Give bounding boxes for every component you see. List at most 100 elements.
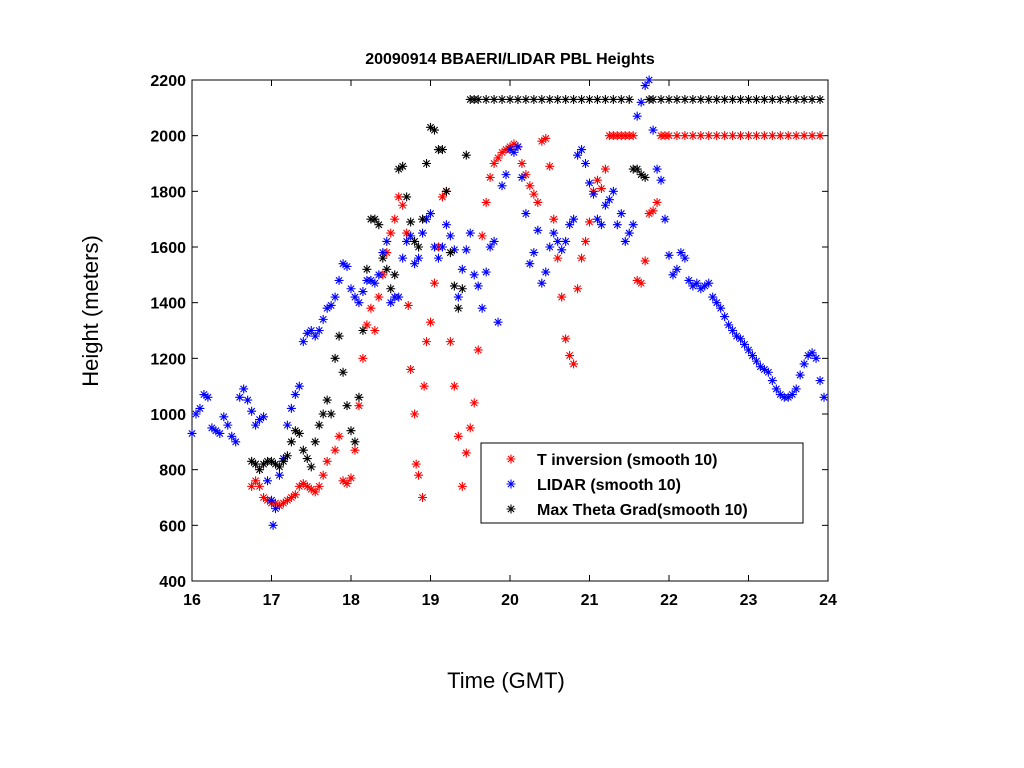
data-point xyxy=(274,462,284,472)
data-point xyxy=(310,437,320,447)
data-point xyxy=(370,214,380,224)
data-point xyxy=(334,331,344,341)
data-point xyxy=(477,231,487,241)
data-point xyxy=(402,192,412,202)
data-point xyxy=(581,159,591,168)
data-point xyxy=(549,228,559,238)
data-point xyxy=(394,292,404,302)
data-point xyxy=(481,267,491,277)
data-point xyxy=(588,189,598,199)
data-point xyxy=(422,337,432,347)
data-point xyxy=(354,401,364,411)
data-point xyxy=(366,303,376,313)
data-point xyxy=(517,172,527,182)
data-point xyxy=(354,392,364,402)
y-tick-label: 2000 xyxy=(150,129,186,146)
data-point xyxy=(541,267,551,277)
y-axis-label: Height (meters) xyxy=(78,235,103,387)
data-point xyxy=(294,381,304,391)
data-point xyxy=(628,220,638,230)
x-tick-label: 18 xyxy=(342,592,360,609)
data-point xyxy=(414,253,424,263)
data-point xyxy=(684,275,694,285)
data-point xyxy=(465,228,475,238)
data-point xyxy=(712,94,722,104)
data-point xyxy=(259,412,269,422)
data-point xyxy=(274,470,284,480)
data-point xyxy=(302,328,312,338)
data-point xyxy=(477,303,487,313)
data-point xyxy=(290,426,300,436)
data-point xyxy=(211,426,221,436)
data-point xyxy=(298,479,308,489)
data-point xyxy=(704,131,714,141)
data-point xyxy=(799,359,809,369)
data-point xyxy=(268,520,278,530)
data-point xyxy=(592,175,602,185)
data-point xyxy=(259,459,269,469)
data-point xyxy=(346,426,356,436)
data-point xyxy=(672,264,682,274)
data-point xyxy=(791,384,801,394)
data-point xyxy=(744,94,753,104)
data-point xyxy=(553,94,563,104)
data-point xyxy=(346,284,356,294)
data-point xyxy=(398,200,408,210)
data-point xyxy=(672,131,682,141)
data-point xyxy=(712,131,722,141)
data-point xyxy=(636,170,646,180)
data-point xyxy=(807,131,817,141)
data-point xyxy=(378,248,388,258)
data-point xyxy=(505,145,515,155)
data-point xyxy=(513,142,523,152)
data-point xyxy=(632,111,642,121)
data-point xyxy=(449,245,459,255)
data-point xyxy=(441,186,451,196)
data-point xyxy=(418,214,428,224)
data-point xyxy=(771,384,781,394)
data-point xyxy=(656,175,666,185)
data-point xyxy=(457,264,467,274)
x-tick-label: 22 xyxy=(660,592,678,609)
data-point xyxy=(426,209,435,219)
data-point xyxy=(350,292,360,302)
data-point xyxy=(239,384,249,394)
y-tick-label: 1400 xyxy=(150,296,186,313)
data-point xyxy=(473,345,483,355)
data-point xyxy=(692,278,702,288)
data-point xyxy=(406,231,416,241)
data-point xyxy=(656,94,666,104)
data-point xyxy=(664,94,674,104)
data-point xyxy=(386,228,396,238)
axis-ticks: 16 17 18 19 20 21 22 23 24 400 600 800 1000 1200 1400 1… xyxy=(150,73,837,609)
data-point xyxy=(350,437,360,447)
x-tick-label: 17 xyxy=(263,592,281,609)
data-point xyxy=(628,131,638,141)
data-point xyxy=(747,351,757,361)
data-point xyxy=(775,94,785,104)
data-point xyxy=(493,153,503,163)
data-point xyxy=(251,459,261,469)
data-point xyxy=(449,281,459,291)
data-point xyxy=(497,147,507,157)
data-point xyxy=(565,220,575,230)
data-point xyxy=(278,498,288,508)
data-point xyxy=(545,242,555,252)
data-point xyxy=(569,214,579,224)
data-point xyxy=(338,367,348,377)
data-point xyxy=(419,381,429,391)
data-point xyxy=(696,94,706,104)
data-point xyxy=(716,303,726,313)
legend-label: Max Theta Grad(smooth 10) xyxy=(537,502,748,519)
data-point xyxy=(791,94,801,104)
data-point xyxy=(736,94,746,104)
data-point xyxy=(728,94,738,104)
data-point xyxy=(433,253,443,263)
data-points xyxy=(187,75,829,530)
data-point xyxy=(465,423,475,433)
data-point xyxy=(342,261,352,271)
data-point xyxy=(314,326,324,335)
data-point xyxy=(724,320,734,330)
y-tick-label: 1600 xyxy=(150,240,186,257)
data-point xyxy=(648,94,658,104)
